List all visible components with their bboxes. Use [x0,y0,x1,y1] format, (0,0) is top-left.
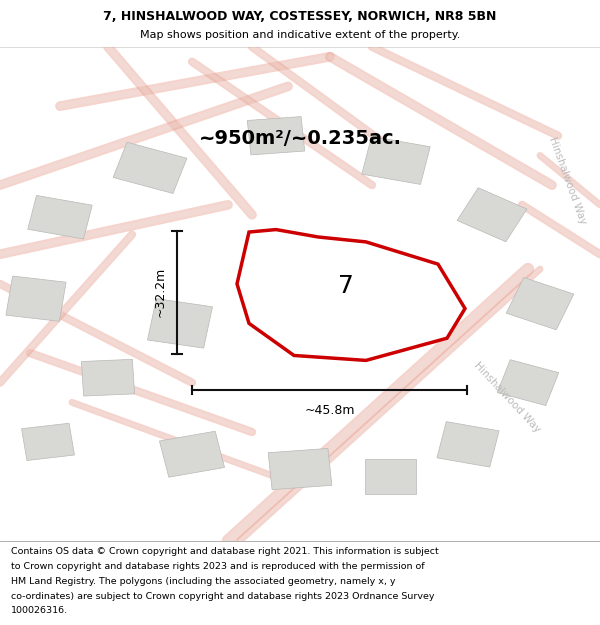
Text: Hinshalwood Way: Hinshalwood Way [472,361,542,434]
Polygon shape [437,422,499,467]
Polygon shape [302,278,358,320]
Text: 7, HINSHALWOOD WAY, COSTESSEY, NORWICH, NR8 5BN: 7, HINSHALWOOD WAY, COSTESSEY, NORWICH, … [103,10,497,23]
Text: HM Land Registry. The polygons (including the associated geometry, namely x, y: HM Land Registry. The polygons (includin… [11,577,395,586]
Polygon shape [28,196,92,239]
Polygon shape [6,276,66,321]
Text: ~950m²/~0.235ac.: ~950m²/~0.235ac. [199,129,401,148]
Text: ~32.2m: ~32.2m [154,267,167,318]
Polygon shape [506,278,574,330]
Text: Map shows position and indicative extent of the property.: Map shows position and indicative extent… [140,31,460,41]
Text: Contains OS data © Crown copyright and database right 2021. This information is : Contains OS data © Crown copyright and d… [11,548,439,556]
Polygon shape [237,229,465,361]
Polygon shape [497,360,559,406]
Text: 100026316.: 100026316. [11,606,68,616]
Polygon shape [22,423,74,461]
Polygon shape [268,448,332,489]
Polygon shape [113,142,187,194]
Polygon shape [160,431,224,478]
Text: co-ordinates) are subject to Crown copyright and database rights 2023 Ordnance S: co-ordinates) are subject to Crown copyr… [11,592,434,601]
Polygon shape [247,117,305,155]
Text: Hinshalwood Way: Hinshalwood Way [547,135,587,225]
Text: to Crown copyright and database rights 2023 and is reproduced with the permissio: to Crown copyright and database rights 2… [11,562,424,571]
Polygon shape [362,136,430,184]
Polygon shape [365,459,415,494]
Text: 7: 7 [338,274,354,298]
Polygon shape [148,299,212,348]
Polygon shape [457,188,527,242]
Text: ~45.8m: ~45.8m [304,404,355,418]
Polygon shape [82,359,134,396]
